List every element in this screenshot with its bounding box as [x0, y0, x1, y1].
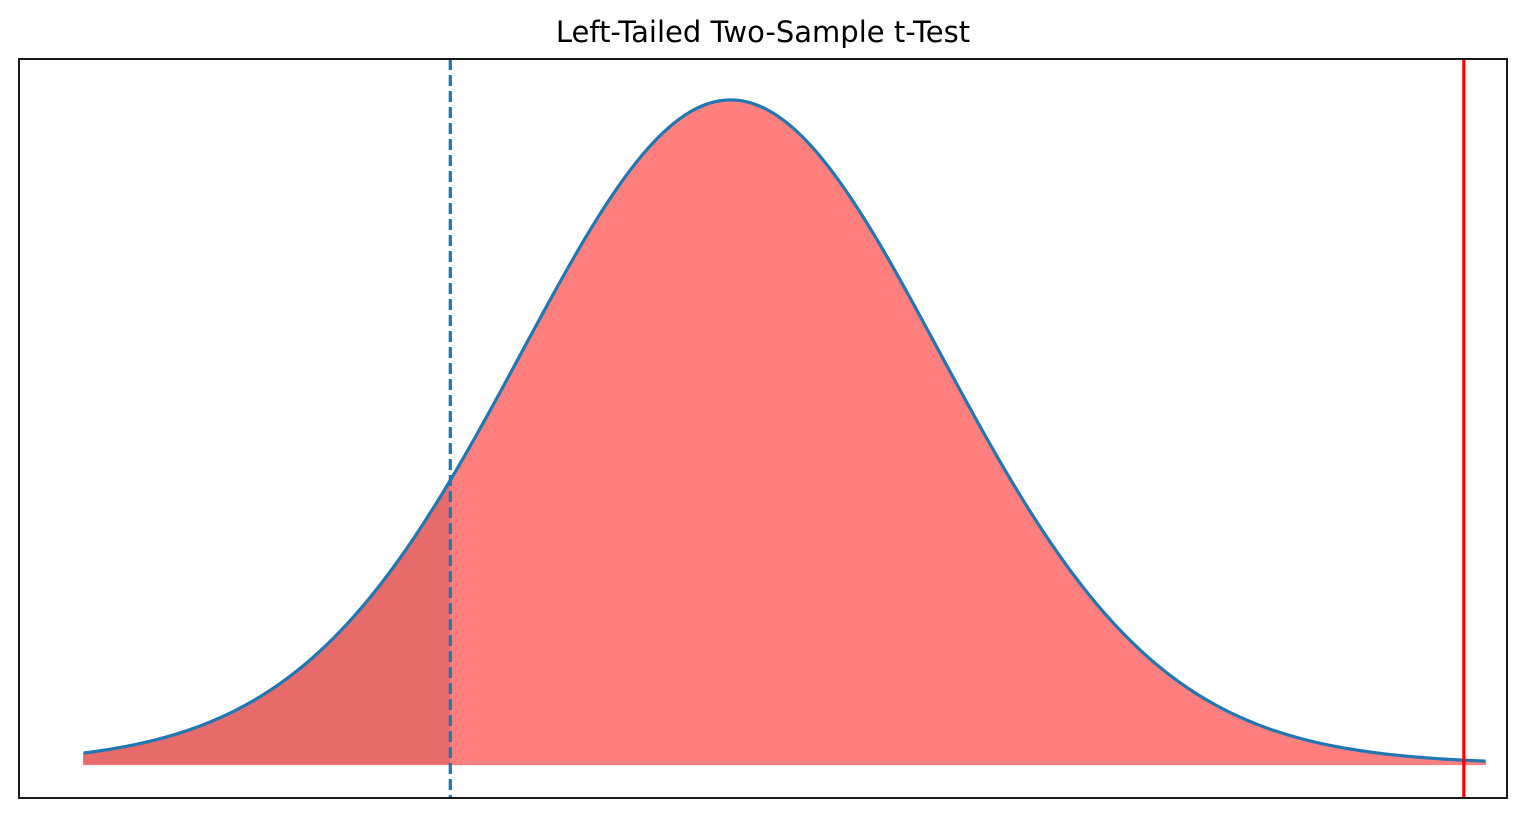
rejection-region-fill — [83, 480, 451, 765]
plot-area — [18, 58, 1508, 799]
pdf-curve-line — [83, 98, 1486, 763]
distribution-fill — [82, 99, 1487, 766]
chart-title: Left-Tailed Two-Sample t-Test — [555, 15, 971, 49]
plot-frame — [18, 58, 1508, 799]
